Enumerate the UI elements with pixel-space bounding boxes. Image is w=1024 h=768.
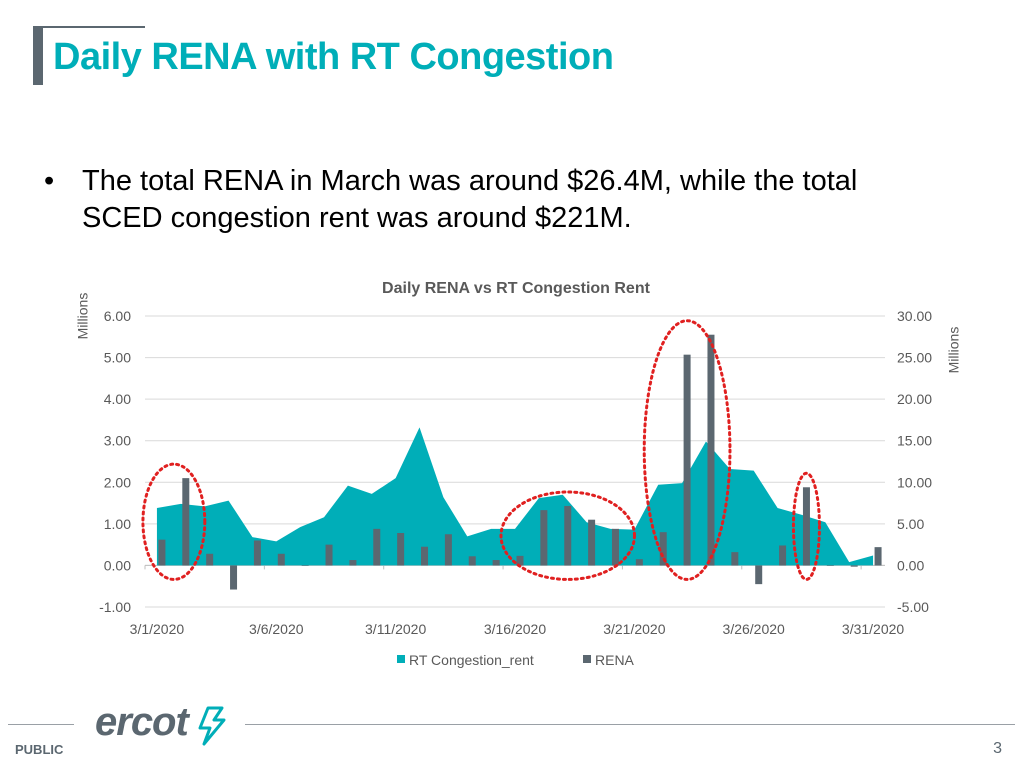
right-tick-label: 5.00 bbox=[897, 516, 924, 532]
title-accent-left bbox=[33, 26, 43, 85]
x-tick-label: 3/16/2020 bbox=[484, 621, 546, 637]
rena-bar bbox=[444, 534, 452, 566]
x-tick-label: 3/31/2020 bbox=[842, 621, 904, 637]
rena-bar bbox=[301, 565, 309, 566]
x-tick-label: 3/26/2020 bbox=[723, 621, 785, 637]
rena-bars-layer bbox=[158, 334, 882, 590]
footer-line-left bbox=[8, 724, 74, 725]
footer-line-right bbox=[245, 724, 1015, 725]
rena-bar bbox=[564, 505, 572, 566]
right-tick-label: 30.00 bbox=[897, 308, 932, 324]
x-axis-ticks: 3/1/2020 3/6/2020 3/11/2020 3/16/2020 3/21/2… bbox=[130, 621, 905, 637]
rena-bar bbox=[516, 555, 524, 566]
x-tick-label: 3/6/2020 bbox=[249, 621, 304, 637]
left-tick-label: 5.00 bbox=[104, 350, 131, 366]
rena-bar bbox=[206, 553, 214, 566]
rena-bar bbox=[182, 478, 190, 566]
highlight-ellipse bbox=[499, 490, 636, 581]
left-tick-label: 1.00 bbox=[104, 516, 131, 532]
left-axis-label: Millions bbox=[75, 293, 91, 340]
rena-bar bbox=[635, 559, 643, 566]
lightning-icon bbox=[198, 706, 226, 746]
footer-public-label: PUBLIC bbox=[15, 742, 64, 757]
rena-bar bbox=[779, 545, 787, 566]
left-tick-label: -1.00 bbox=[99, 599, 131, 615]
right-tick-label: 15.00 bbox=[897, 433, 932, 449]
rena-bar bbox=[492, 560, 500, 566]
rena-bar bbox=[707, 334, 715, 566]
left-axis-ticks: 6.00 5.00 4.00 3.00 2.00 1.00 0.00 -1.00 bbox=[99, 308, 131, 615]
right-axis-ticks: 30.00 25.00 20.00 15.00 10.00 5.00 0.00 -5.00 bbox=[897, 308, 932, 615]
ercot-logo: ercot bbox=[95, 700, 228, 746]
rena-bar bbox=[588, 519, 596, 566]
highlight-ellipses bbox=[141, 319, 821, 581]
rena-bar bbox=[540, 510, 548, 566]
rena-bar bbox=[325, 544, 333, 566]
rena-bar bbox=[373, 528, 381, 566]
x-tick-label: 3/11/2020 bbox=[365, 621, 426, 637]
rena-congestion-chart: Daily RENA vs RT Congestion Rent 6.00 5.0… bbox=[75, 280, 962, 668]
left-tick-label: 2.00 bbox=[104, 474, 131, 490]
left-tick-label: 0.00 bbox=[104, 557, 131, 573]
bullet-text: The total RENA in March was around $26.4… bbox=[82, 165, 858, 234]
highlight-ellipse bbox=[642, 319, 732, 581]
rena-bar bbox=[277, 553, 285, 566]
left-tick-label: 4.00 bbox=[104, 391, 131, 407]
rena-bar bbox=[659, 532, 667, 566]
rena-bar bbox=[158, 539, 166, 566]
left-tick-label: 3.00 bbox=[104, 433, 131, 449]
x-tick-label: 3/21/2020 bbox=[603, 621, 665, 637]
highlight-ellipse bbox=[141, 462, 207, 581]
rena-bar bbox=[253, 540, 261, 566]
legend-swatch-rena bbox=[583, 655, 591, 663]
legend-label-congestion: RT Congestion_rent bbox=[409, 652, 534, 668]
rena-bar bbox=[468, 556, 476, 566]
bullet-symbol: • bbox=[44, 165, 55, 197]
legend-swatch-congestion bbox=[397, 655, 405, 663]
logo-wordmark: ercot bbox=[95, 700, 189, 744]
rena-bar bbox=[397, 533, 405, 566]
right-tick-label: 10.00 bbox=[897, 474, 932, 490]
title-accent-top bbox=[33, 26, 145, 28]
page-number: 3 bbox=[993, 740, 1002, 757]
rena-bar bbox=[421, 546, 429, 566]
right-tick-label: 0.00 bbox=[897, 557, 924, 573]
legend-label-rena: RENA bbox=[595, 652, 635, 668]
highlight-ellipse bbox=[791, 471, 821, 581]
right-tick-label: 20.00 bbox=[897, 391, 932, 407]
right-tick-label: -5.00 bbox=[897, 599, 929, 615]
rena-bar bbox=[349, 560, 357, 566]
right-tick-label: 25.00 bbox=[897, 350, 932, 366]
rena-bar bbox=[755, 565, 763, 585]
rena-bar bbox=[230, 565, 238, 590]
rena-bar bbox=[611, 528, 619, 566]
slide-title: Daily RENA with RT Congestion bbox=[53, 36, 614, 78]
rena-bar bbox=[731, 552, 739, 566]
right-axis-label: Millions bbox=[946, 327, 962, 374]
rena-bar bbox=[874, 547, 882, 566]
rena-bar bbox=[850, 565, 858, 567]
chart-title: Daily RENA vs RT Congestion Rent bbox=[382, 280, 651, 297]
rena-bar bbox=[826, 565, 834, 566]
congestion-area bbox=[156, 427, 874, 566]
congestion-area-layer bbox=[156, 427, 874, 566]
chart-legend: RT Congestion_rent RENA bbox=[397, 652, 635, 668]
rena-bar bbox=[683, 354, 691, 566]
x-tick-label: 3/1/2020 bbox=[130, 621, 185, 637]
left-tick-label: 6.00 bbox=[104, 308, 131, 324]
rena-bar bbox=[802, 487, 810, 566]
